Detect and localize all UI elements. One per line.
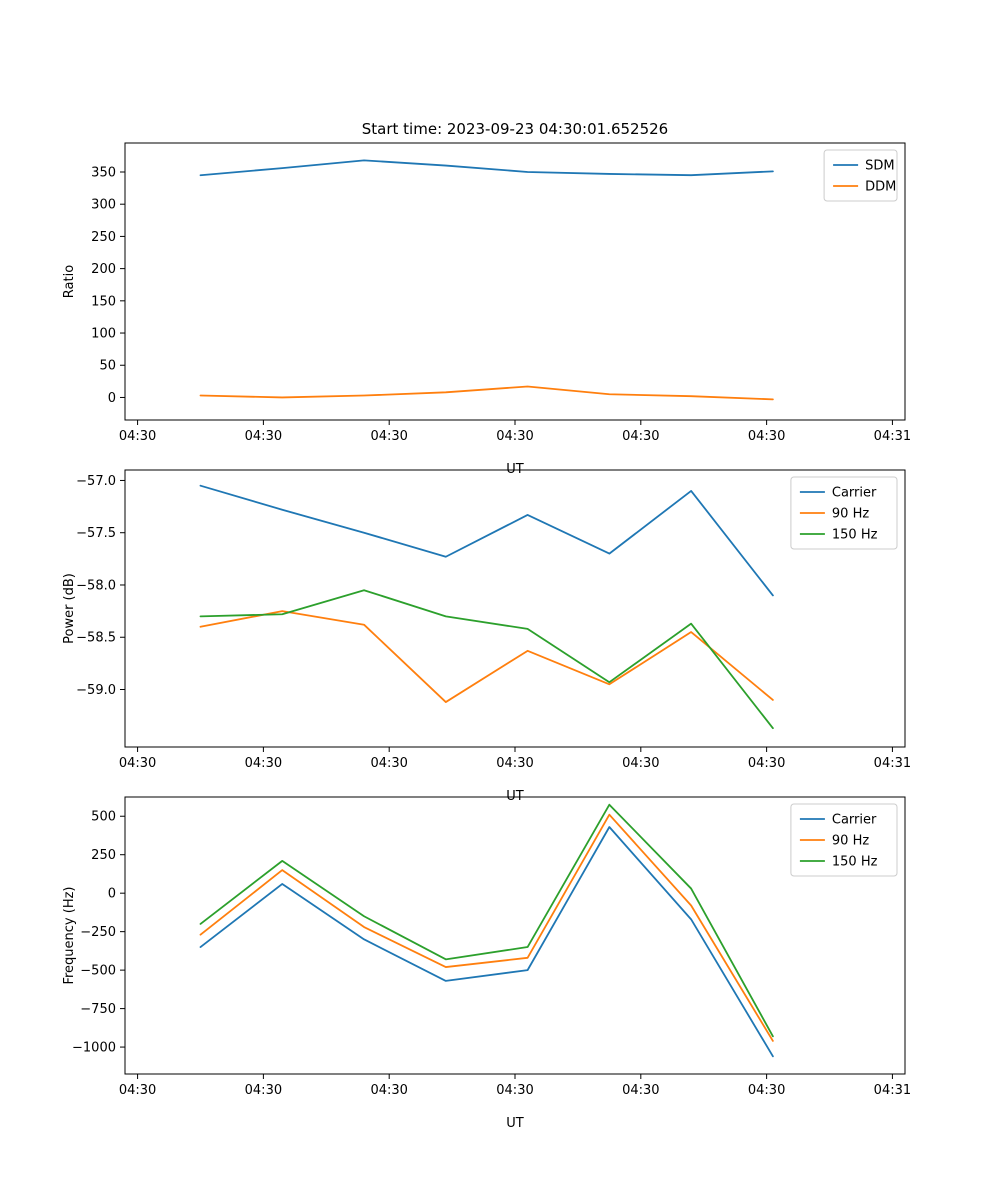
x-tick-label: 04:30 [622,756,659,771]
x-tick-label: 04:30 [748,756,785,771]
plot-power: 04:30 04:30 04:30 04:30 04:30 04:30 04:31 −59.0… [62,469,911,804]
y-tick-label: −58.0 [76,578,116,593]
y-tick-label: 150 [91,294,116,309]
x-tick-label: 04:30 [370,429,407,444]
x-tick-label: 04:30 [370,756,407,771]
y-tick-label: −58.5 [76,631,116,646]
legend-label: 150 Hz [832,528,878,543]
figure-title: Start time: 2023-09-23 04:30:01.652526 [361,120,669,138]
series-line-carrier [199,826,774,1058]
series-line-carrier [199,484,774,597]
axes-frame [124,142,906,421]
x-axis-label: UT [506,1116,524,1131]
x-tick-label: 04:31 [874,429,911,444]
x-tick-label: 04:31 [874,756,911,771]
y-axis-label: Power (dB) [62,573,77,644]
series-line-90-hz [199,610,774,703]
y-axis-label: Frequency (Hz) [62,886,77,984]
legend-label: Carrier [832,486,877,501]
y-tick-label: 500 [91,810,116,825]
y-tick-label: 50 [99,359,116,374]
legend-label: 90 Hz [832,507,869,522]
y-tick-label: 0 [108,887,116,902]
y-tick-label: 350 [91,165,116,180]
y-tick-label: −59.0 [76,683,116,698]
x-tick-label: 04:30 [496,756,533,771]
y-tick-label: 250 [91,848,116,863]
plot-ratio: 04:30 04:30 04:30 04:30 04:30 04:30 04:31 0 50 10… [62,142,911,477]
y-tick-label: 100 [91,327,116,342]
x-tick-label: 04:30 [496,1083,533,1098]
legend-box [823,149,898,202]
legend-label: SDM [865,159,894,174]
y-tick-label: −500 [80,964,116,979]
x-tick-label: 04:30 [245,756,282,771]
x-tick-label: 04:30 [496,429,533,444]
x-tick-label: 04:30 [622,429,659,444]
y-tick-label: −57.0 [76,474,116,489]
y-tick-label: 300 [91,198,116,213]
series-line-150-hz [199,589,774,730]
y-tick-label: −750 [80,1002,116,1017]
x-tick-label: 04:30 [119,429,156,444]
x-tick-label: 04:30 [370,1083,407,1098]
x-tick-label: 04:30 [245,1083,282,1098]
x-tick-label: 04:30 [119,756,156,771]
legend-label: Carrier [832,813,877,828]
y-tick-label: −57.5 [76,526,116,541]
plot-frequency: 04:30 04:30 04:30 04:30 04:30 04:30 04:31 −1000… [62,796,911,1131]
legend-label: DDM [865,180,896,195]
legend-label: 90 Hz [832,834,869,849]
series-line-150-hz [199,803,774,1038]
y-tick-label: 200 [91,262,116,277]
y-tick-label: −250 [80,925,116,940]
y-tick-label: 0 [108,391,116,406]
legend-box [790,803,898,877]
legend-box [790,476,898,550]
x-tick-label: 04:30 [622,1083,659,1098]
series-line-sdm [199,159,774,177]
y-tick-label: 250 [91,230,116,245]
x-tick-label: 04:30 [119,1083,156,1098]
x-tick-label: 04:30 [245,429,282,444]
axes-frame [124,469,906,748]
y-tick-label: −1000 [72,1041,116,1056]
series-line-90-hz [199,813,774,1042]
x-tick-label: 04:30 [748,429,785,444]
y-axis-label: Ratio [62,265,77,298]
legend-label: 150 Hz [832,855,878,870]
x-tick-label: 04:30 [748,1083,785,1098]
x-tick-label: 04:31 [874,1083,911,1098]
axes-frame [124,796,906,1075]
series-line-ddm [199,385,774,401]
